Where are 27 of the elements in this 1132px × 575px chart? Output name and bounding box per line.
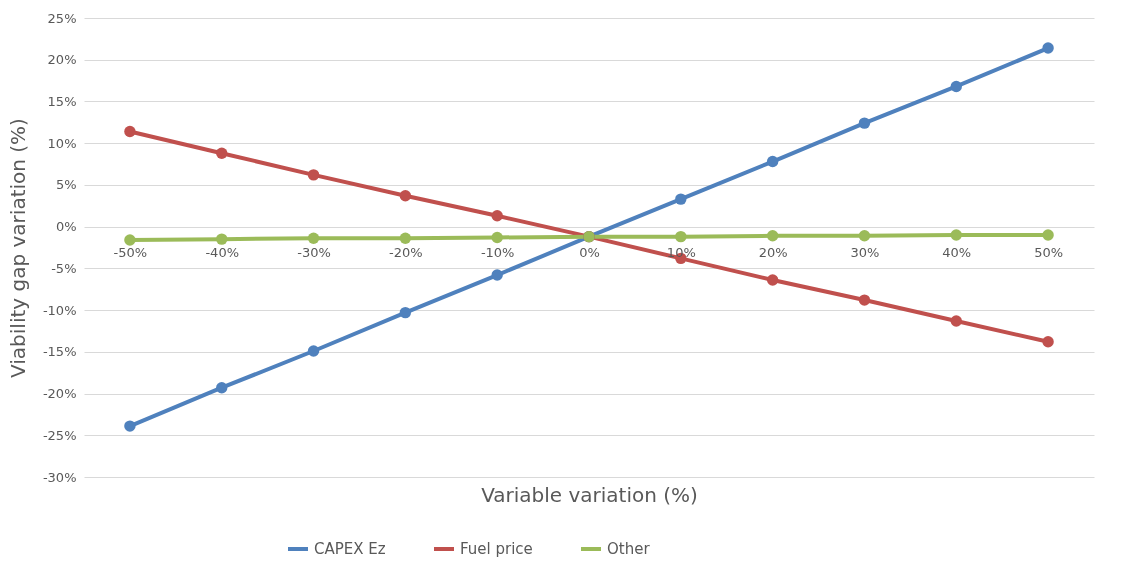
legend-label: CAPEX Ez [314,540,386,558]
y-tick-label: 10% [47,135,77,151]
y-tick-label: -30% [42,469,77,485]
y-tick-label: -10% [42,302,77,318]
x-tick-label: 20% [758,245,788,261]
y-tick-label: 15% [47,93,77,109]
x-tick-label: 40% [942,245,972,261]
x-tick-label: 0% [579,245,600,261]
y-tick-label: 20% [47,52,77,68]
x-tick-label: 30% [850,245,880,261]
y-tick-label: -5% [51,260,77,276]
y-tick-label: 0% [55,219,77,235]
x-tick-label: -10% [480,245,515,261]
y-tick-label: 5% [55,177,77,193]
y-axis-title: Viability gap variation (%) [5,118,30,378]
x-axis-title: Variable variation (%) [481,482,698,507]
x-tick-label: -50% [113,245,148,261]
x-tick-label: -30% [297,245,331,261]
x-tick-label: 50% [1034,245,1064,261]
y-tick-label: -15% [42,344,77,360]
y-tick-label: -20% [42,386,77,402]
y-tick-label: 25% [47,10,77,26]
y-tick-label: -25% [42,427,77,443]
x-tick-label: -40% [205,245,240,261]
x-tick-label: -20% [389,245,423,261]
legend-label: Fuel price [460,540,533,558]
legend-label: Other [607,540,651,558]
